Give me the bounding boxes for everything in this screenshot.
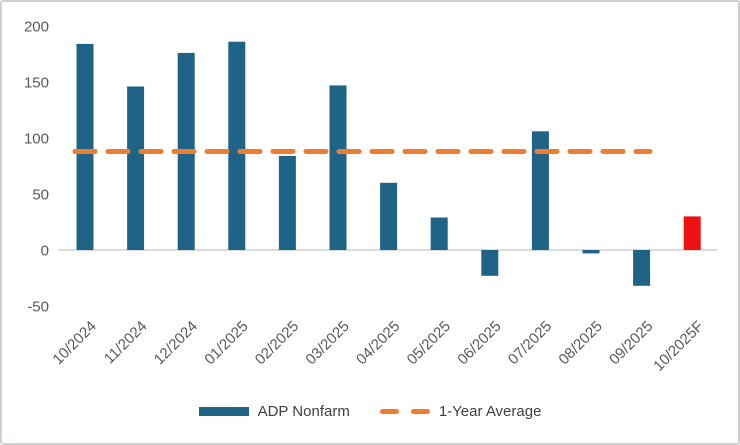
bar-01/2025	[228, 41, 246, 251]
bar-06/2025	[481, 250, 499, 276]
x-tick-label-10/2024: 10/2024	[49, 318, 99, 368]
bar-08/2025	[582, 250, 600, 254]
x-tick-label-10/2025F: 10/2025F	[650, 318, 707, 375]
x-tick-label-12/2024: 12/2024	[151, 318, 201, 368]
x-tick-label-01/2025: 01/2025	[201, 318, 251, 368]
x-tick-label-03/2025: 03/2025	[302, 318, 352, 368]
y-tick-label: 100	[24, 131, 49, 148]
legend-item-1-year-average: 1-Year Average	[379, 403, 542, 420]
x-tick-label-09/2025: 09/2025	[606, 318, 656, 368]
bar-07/2025	[531, 131, 549, 250]
legend-label-adp-nonfarm: ADP Nonfarm	[257, 403, 350, 420]
bar-05/2025	[430, 217, 448, 250]
bar-10/2025F	[683, 216, 701, 250]
y-tick-label: 50	[32, 187, 49, 204]
y-tick-label: 0	[41, 243, 49, 260]
x-tick-label-06/2025: 06/2025	[454, 318, 504, 368]
bar-02/2025	[278, 155, 296, 250]
bar-09/2025	[633, 250, 651, 286]
bar-11/2024	[127, 86, 145, 250]
legend-item-adp-nonfarm: ADP Nonfarm	[198, 403, 350, 420]
bar-10/2024	[76, 43, 94, 251]
bar-series-swatch	[198, 407, 249, 416]
x-tick-label-07/2025: 07/2025	[505, 318, 555, 368]
y-tick-label: 150	[24, 75, 49, 92]
bar-04/2025	[380, 182, 398, 250]
chart-legend: ADP Nonfarm 1-Year Average	[2, 403, 738, 420]
bar-03/2025	[329, 85, 347, 251]
y-tick-label: -50	[27, 299, 49, 316]
x-tick-label-05/2025: 05/2025	[404, 318, 454, 368]
x-tick-label-11/2024: 11/2024	[101, 318, 151, 368]
x-tick-label-04/2025: 04/2025	[353, 318, 403, 368]
legend-label-1-year-average: 1-Year Average	[438, 403, 542, 420]
y-tick-label: 200	[24, 19, 49, 36]
dashed-line-swatch	[379, 409, 430, 414]
x-tick-label-08/2025: 08/2025	[555, 318, 605, 368]
x-tick-label-02/2025: 02/2025	[252, 318, 302, 368]
